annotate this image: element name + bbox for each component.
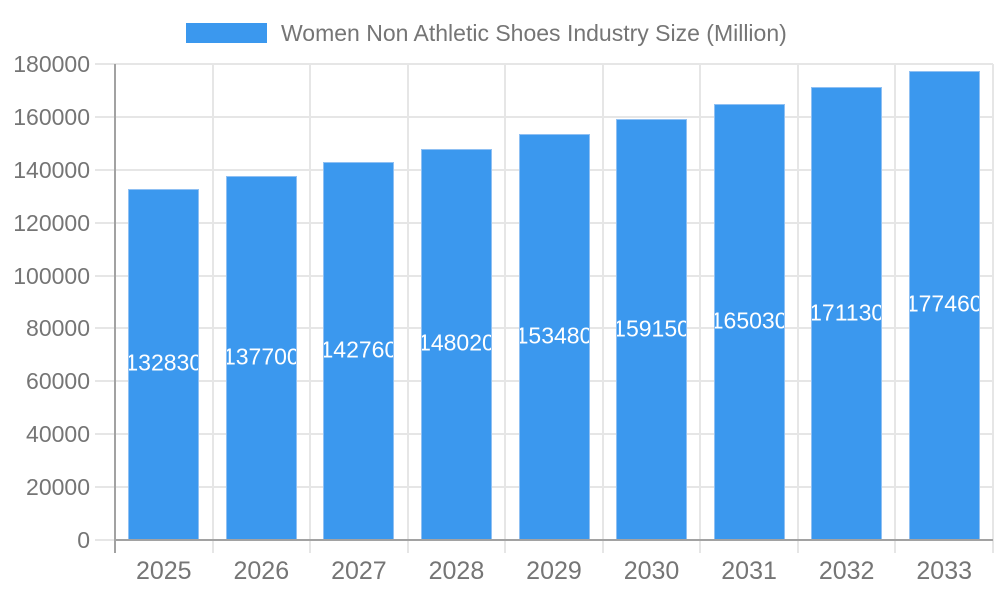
bar-value-label: 171130 — [811, 299, 883, 326]
bar-2030[interactable]: 159150 — [616, 119, 688, 540]
y-axis-tick-label: 80000 — [26, 315, 90, 342]
y-gridline — [95, 63, 993, 65]
x-gridline — [796, 64, 799, 553]
y-gridline — [95, 115, 993, 118]
x-gridline — [992, 64, 994, 553]
bar-value-label: 165030 — [713, 307, 785, 334]
chart-legend: Women Non Athletic Shoes Industry Size (… — [186, 21, 787, 45]
y-axis-tick-label: 0 — [77, 527, 90, 553]
x-gridline — [504, 64, 507, 553]
y-axis-tick-label: 120000 — [13, 209, 90, 236]
bar-2028[interactable]: 148020 — [420, 148, 492, 540]
x-gridline — [406, 64, 409, 553]
y-axis-tick-label: 160000 — [13, 103, 90, 130]
bar-2031[interactable]: 165030 — [713, 103, 785, 540]
bar-value-label: 159150 — [616, 314, 688, 341]
x-axis-tick-label-2028: 2028 — [428, 557, 485, 585]
x-axis-tick-label-2027: 2027 — [331, 557, 387, 585]
y-axis-tick-label: 20000 — [26, 474, 90, 501]
bar-value-label: 132830 — [128, 349, 200, 376]
x-gridline — [601, 64, 604, 553]
x-gridline — [699, 64, 702, 553]
x-axis-tick-label-2033: 2033 — [916, 557, 973, 585]
x-axis-tick-label-2030: 2030 — [623, 557, 680, 585]
bar-value-label: 137700 — [225, 343, 297, 370]
x-gridline — [211, 64, 214, 553]
bar-value-label: 153480 — [518, 322, 590, 349]
legend-series-label: Women Non Athletic Shoes Industry Size (… — [281, 20, 787, 46]
legend-swatch-icon — [186, 23, 267, 43]
y-axis-tick-label: 100000 — [13, 262, 90, 289]
x-axis-tick-label-2032: 2032 — [818, 557, 875, 585]
x-axis-tick-label-2025: 2025 — [135, 557, 192, 585]
bar-value-label: 148020 — [420, 329, 492, 356]
bar-value-label: 142760 — [323, 336, 395, 363]
x-gridline — [894, 64, 897, 553]
y-axis-tick-label: 180000 — [13, 51, 90, 77]
bar-2029[interactable]: 153480 — [518, 134, 590, 540]
x-axis-tick-label-2026: 2026 — [233, 557, 290, 585]
y-axis-line — [114, 64, 116, 553]
y-axis-tick-label: 40000 — [26, 421, 90, 448]
x-axis-tick-label-2029: 2029 — [526, 557, 582, 585]
bar-2027[interactable]: 142760 — [323, 162, 395, 540]
y-axis-tick-label: 60000 — [26, 368, 90, 395]
bar-2026[interactable]: 137700 — [225, 175, 297, 540]
x-axis-tick-label-2031: 2031 — [721, 557, 777, 585]
bar-value-label: 177460 — [908, 290, 980, 317]
bar-2032[interactable]: 171130 — [811, 87, 883, 540]
bar-2033[interactable]: 177460 — [908, 70, 980, 540]
y-axis-tick-label: 140000 — [13, 156, 90, 183]
x-axis-baseline — [115, 539, 993, 541]
x-gridline — [309, 64, 312, 553]
bar-2025[interactable]: 132830 — [128, 188, 200, 540]
